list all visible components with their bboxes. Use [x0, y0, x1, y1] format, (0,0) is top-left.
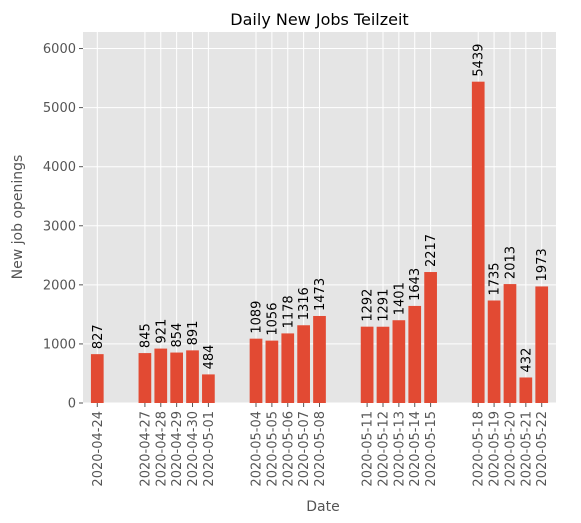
bar-2020-05-01 [202, 374, 215, 403]
value-label-2020-05-15: 2217 [424, 234, 439, 267]
bar-2020-05-12 [376, 326, 390, 403]
bars [90, 81, 549, 403]
y-tick-label: 4000 [43, 160, 76, 175]
bar-2020-05-07 [297, 325, 310, 403]
x-tick-label-2020-05-22: 2020-05-22 [535, 411, 550, 487]
bar-2020-05-08 [313, 315, 326, 403]
x-axis-ticks: 2020-04-24 2020-04-27 2020-04-28 2020-04-29… [91, 403, 550, 487]
value-label-2020-05-04: 1089 [250, 301, 265, 334]
x-tick-label-2020-05-04: 2020-05-04 [250, 411, 265, 487]
value-label-2020-05-13: 1401 [392, 282, 407, 315]
bar-2020-05-14 [408, 305, 422, 403]
x-tick-label-2020-05-21: 2020-05-21 [519, 411, 534, 487]
x-axis-label: Date [306, 499, 339, 515]
bar-2020-05-20 [503, 284, 517, 403]
value-label-2020-05-06: 1178 [281, 295, 296, 328]
value-label-2020-05-05: 1056 [265, 303, 280, 336]
value-label-2020-05-20: 2013 [503, 246, 518, 279]
value-label-2020-04-27: 845 [138, 323, 153, 348]
y-tick-label: 6000 [43, 42, 76, 57]
bar-2020-05-04 [249, 338, 263, 403]
bar-2020-05-19 [487, 300, 501, 403]
x-tick-label-2020-05-19: 2020-05-19 [488, 411, 503, 487]
value-label-2020-05-18: 5439 [472, 44, 487, 77]
value-label-2020-05-12: 1291 [376, 289, 391, 322]
y-tick-label: 1000 [43, 337, 76, 352]
x-tick-label-2020-05-14: 2020-05-14 [408, 411, 423, 487]
value-label-2020-05-22: 1973 [535, 248, 550, 281]
value-label-2020-05-07: 1316 [297, 287, 312, 320]
bar-2020-05-15 [424, 272, 437, 403]
chart-title: Daily New Jobs Teilzeit [230, 10, 408, 29]
x-tick-label-2020-04-29: 2020-04-29 [170, 411, 185, 487]
x-tick-label-2020-04-28: 2020-04-28 [154, 411, 169, 487]
value-label-2020-04-30: 891 [186, 321, 201, 346]
x-tick-label-2020-05-18: 2020-05-18 [472, 411, 487, 487]
value-label-2020-05-21: 432 [519, 348, 534, 373]
y-tick-label: 0 [68, 397, 76, 412]
value-label-2020-05-11: 1292 [361, 289, 376, 322]
bar-2020-04-27 [138, 353, 152, 403]
value-label-2020-04-28: 921 [154, 319, 169, 344]
x-tick-label-2020-05-06: 2020-05-06 [281, 411, 296, 487]
y-tick-label: 5000 [43, 101, 76, 116]
x-tick-label-2020-05-01: 2020-05-01 [202, 411, 217, 487]
bar-2020-05-21 [519, 377, 533, 403]
value-label-2020-04-29: 854 [170, 323, 185, 348]
bar-2020-04-28 [154, 348, 168, 403]
x-tick-label-2020-05-12: 2020-05-12 [376, 411, 391, 487]
x-tick-label-2020-04-30: 2020-04-30 [186, 411, 201, 487]
x-tick-label-2020-05-15: 2020-05-15 [424, 411, 439, 487]
x-tick-label-2020-05-13: 2020-05-13 [392, 411, 407, 487]
bar-2020-05-11 [360, 326, 374, 403]
x-tick-label-2020-05-07: 2020-05-07 [297, 411, 312, 487]
bar-2020-05-22 [535, 286, 549, 403]
value-label-2020-05-08: 1473 [313, 278, 328, 311]
bar-2020-05-06 [281, 333, 295, 403]
x-tick-label-2020-05-08: 2020-05-08 [313, 411, 328, 487]
value-label-2020-04-24: 827 [91, 324, 106, 349]
bar-2020-05-13 [392, 320, 406, 403]
bar-2020-05-18 [471, 81, 485, 403]
value-label-2020-05-01: 484 [202, 345, 217, 370]
y-axis-label: New job openings [10, 155, 26, 280]
y-tick-label: 3000 [43, 219, 76, 234]
bar-2020-04-24 [90, 354, 104, 403]
bar-2020-04-30 [186, 350, 199, 403]
value-label-2020-05-19: 1735 [488, 262, 503, 295]
x-tick-label-2020-04-24: 2020-04-24 [91, 411, 106, 487]
x-tick-label-2020-05-11: 2020-05-11 [361, 411, 376, 487]
x-tick-label-2020-04-27: 2020-04-27 [138, 411, 153, 487]
bar-2020-05-05 [265, 340, 279, 403]
x-tick-label-2020-05-05: 2020-05-05 [265, 411, 280, 487]
value-label-2020-05-14: 1643 [408, 268, 423, 301]
bar-2020-04-29 [170, 352, 183, 403]
y-tick-label: 2000 [43, 278, 76, 293]
x-tick-label-2020-05-20: 2020-05-20 [503, 411, 518, 487]
y-axis-ticks: 0 1000 2000 3000 4000 5000 6000 [43, 42, 83, 412]
